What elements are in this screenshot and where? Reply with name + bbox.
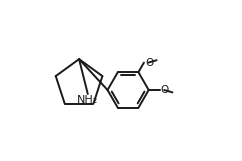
Text: NH₂: NH₂ — [77, 95, 98, 105]
Text: O: O — [161, 85, 169, 95]
Text: O: O — [145, 58, 153, 68]
